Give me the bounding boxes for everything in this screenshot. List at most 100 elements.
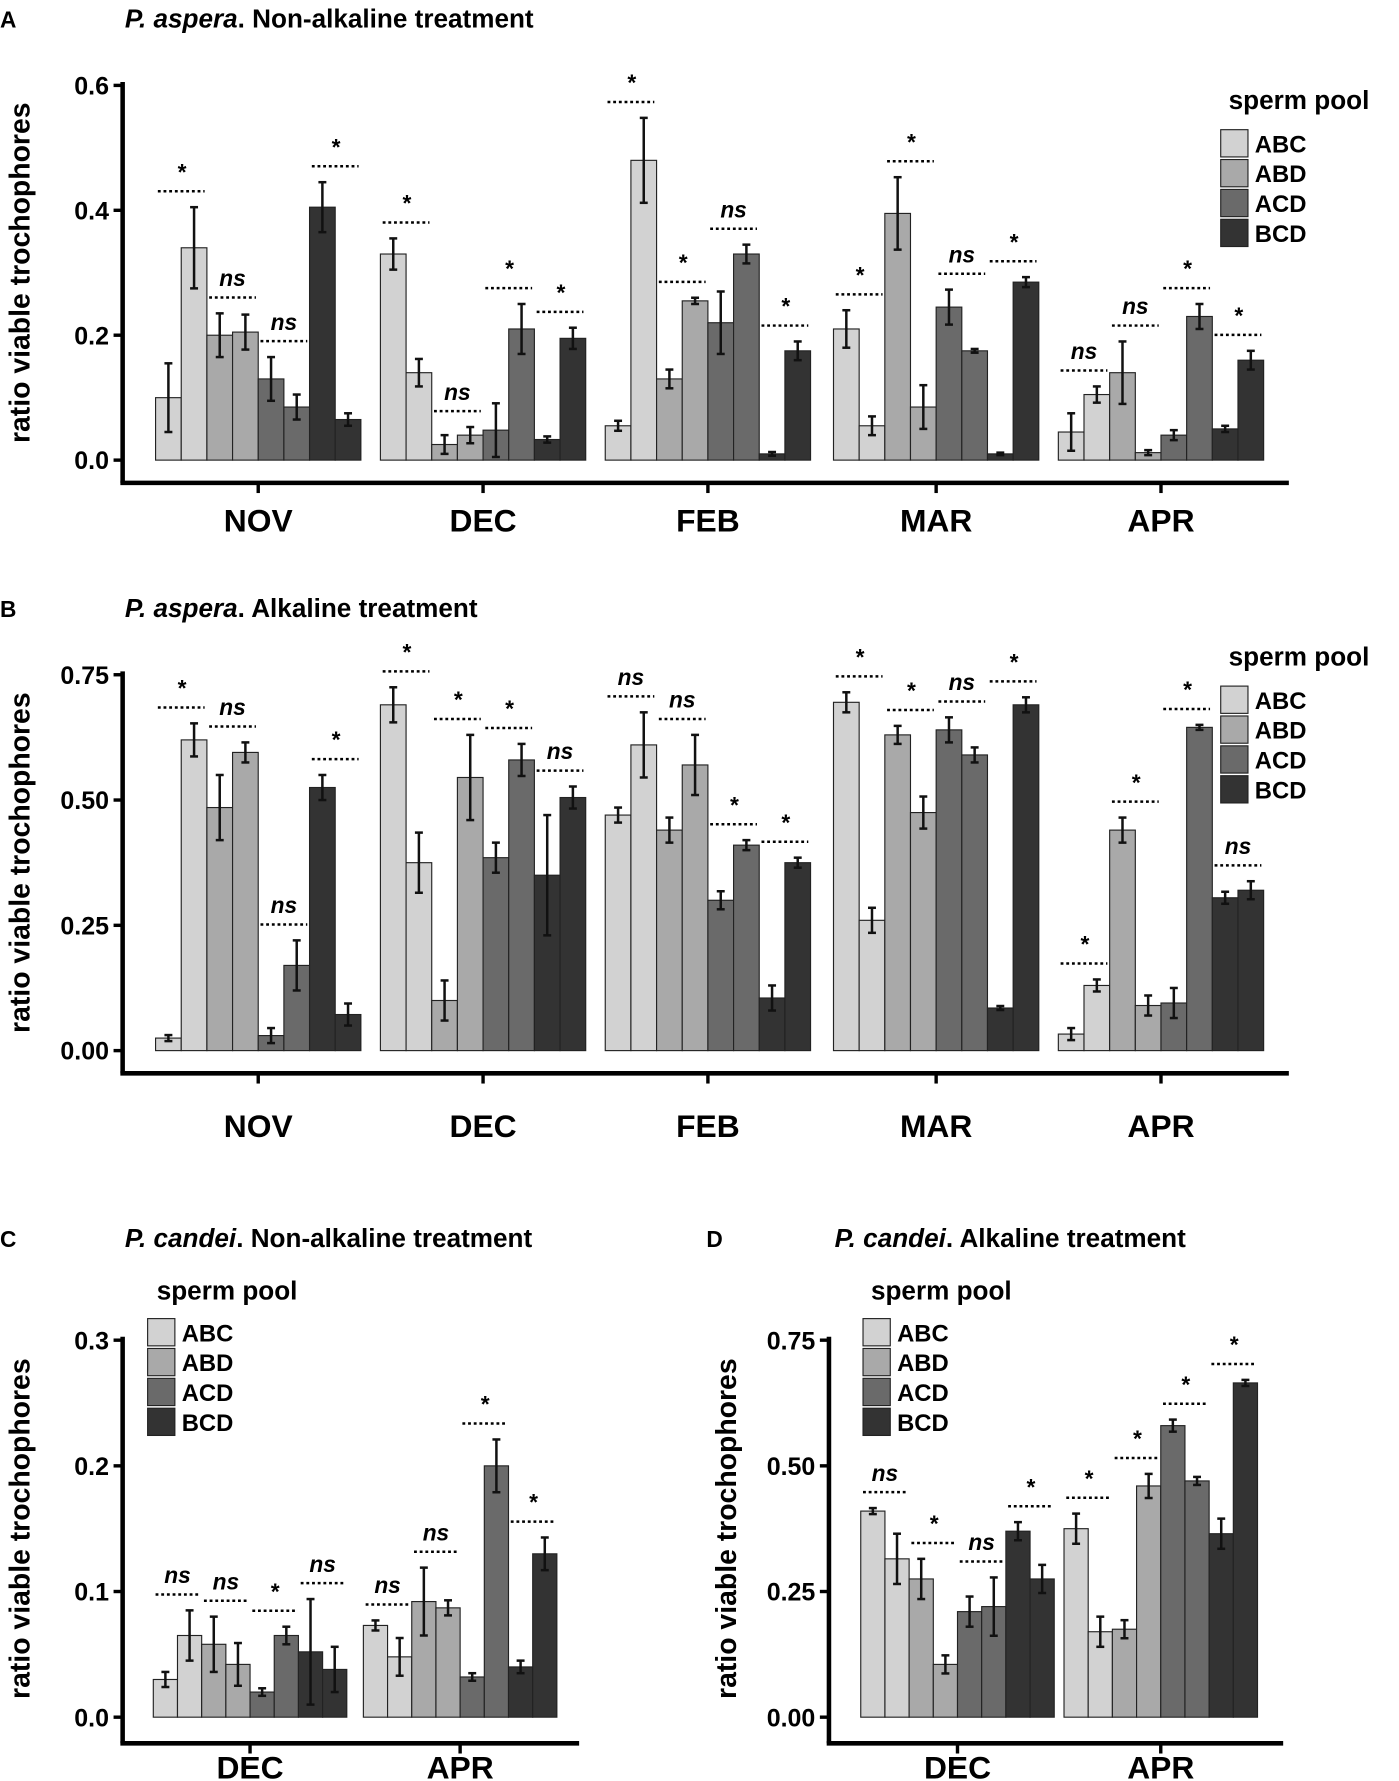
bar [231, 331, 259, 461]
panel-d: D P. candei. Alkaline treatment 0.00 0.25 0.… [706, 1223, 1284, 1781]
bar [1211, 428, 1239, 461]
significance-label: ns [1225, 833, 1252, 859]
bar [681, 764, 709, 1052]
panel-letter: D [706, 1226, 722, 1252]
significance-label: * [1132, 1426, 1142, 1452]
panel-title: P. aspera. Non-alkaline treatment [125, 3, 534, 33]
significance-label: * [1131, 769, 1141, 795]
significance-label: * [1080, 931, 1090, 957]
legend-swatch [1220, 685, 1249, 714]
bar [1186, 726, 1213, 1052]
significance-label: ns [271, 309, 298, 335]
legend-label: ABD [1255, 718, 1307, 745]
bar [832, 328, 860, 461]
legend-label: ABC [897, 1320, 949, 1347]
panel-letter: B [0, 596, 16, 622]
bar [1186, 315, 1213, 461]
bar [961, 350, 989, 461]
bar [459, 1676, 485, 1718]
significance-label: ns [219, 265, 246, 291]
bar [1232, 1382, 1259, 1718]
x-tick-label: DEC [450, 1108, 517, 1144]
legend-label: ABD [182, 1350, 234, 1377]
significance-label: ns [271, 892, 298, 918]
significance-label: * [780, 293, 790, 319]
significance-label: * [402, 190, 412, 216]
significance-label: ns [872, 1460, 899, 1486]
significance-label: * [729, 792, 739, 818]
legend-label: BCD [1255, 777, 1307, 804]
bar [656, 829, 683, 1052]
significance-label: * [504, 256, 514, 282]
bar [273, 1634, 299, 1718]
legend-title: sperm pool [1229, 642, 1370, 672]
significance-label: * [1026, 1474, 1036, 1500]
significance-label: * [177, 159, 187, 185]
x-tick-label: MAR [900, 503, 972, 539]
significance-label: * [855, 262, 865, 288]
bar [507, 1666, 534, 1718]
bar [784, 862, 812, 1052]
significance-label: ns [949, 669, 976, 695]
bar [483, 1465, 510, 1718]
bar [176, 1634, 203, 1718]
significance-label: * [1181, 1371, 1191, 1397]
significance-label: ns [547, 738, 574, 764]
y-tick-label: 0.75 [60, 662, 109, 690]
bar-group-dec: DEC * * * ns [379, 639, 587, 1144]
bar [961, 754, 989, 1052]
significance-label: ns [669, 687, 696, 713]
significance-label: * [906, 678, 916, 704]
bar [1029, 1578, 1055, 1718]
bar [379, 253, 407, 461]
bar [1184, 1480, 1210, 1718]
bar [308, 206, 336, 461]
title-species: P. aspera [125, 593, 238, 623]
bar-group-nov: NOV * ns ns * [155, 675, 362, 1144]
x-tick-label: NOV [224, 1108, 293, 1144]
bar [784, 350, 812, 461]
bar [732, 844, 760, 1052]
significance-label: ns [1122, 293, 1149, 319]
panel-letter: A [0, 6, 16, 32]
legend-label: ACD [182, 1380, 234, 1407]
title-rest: . Non-alkaline treatment [236, 1223, 532, 1253]
significance-label: ns [219, 694, 246, 720]
bar [630, 744, 658, 1052]
bar [707, 899, 735, 1052]
bar [1237, 889, 1265, 1052]
significance-label: * [929, 1511, 939, 1537]
bar [1109, 829, 1136, 1052]
x-tick-label: MAR [900, 1108, 972, 1144]
legend-label: ACD [1255, 748, 1307, 775]
panel-title: P. candei. Non-alkaline treatment [125, 1223, 533, 1253]
bar [630, 159, 658, 461]
bar [986, 1007, 1014, 1052]
y-tick-label: 0.25 [60, 912, 109, 940]
bar [1237, 359, 1265, 461]
y-tick-label: 0.4 [74, 197, 109, 225]
bar-group-mar: MAR * * ns * [832, 129, 1040, 539]
legend-title: sperm pool [157, 1275, 298, 1305]
legend-swatch [147, 1347, 176, 1377]
x-tick-label: APR [1127, 1750, 1194, 1781]
significance-label: * [270, 1578, 280, 1604]
legend-swatch [862, 1407, 891, 1437]
bar [909, 811, 937, 1052]
legend-swatch [1220, 218, 1249, 248]
bar [1005, 1530, 1031, 1718]
significance-label: ns [618, 664, 645, 690]
bar [884, 212, 912, 461]
significance-label: * [331, 134, 341, 160]
title-rest: . Alkaline treatment [238, 593, 478, 623]
legend-label: ABD [1255, 161, 1307, 188]
y-tick-label: 0.00 [60, 1038, 109, 1066]
bar [559, 337, 587, 461]
bar-group-apr: APR ns ns * * [362, 1391, 558, 1781]
significance-label: ns [720, 196, 747, 222]
bar-group-apr: APR * * * ns [1057, 677, 1265, 1144]
